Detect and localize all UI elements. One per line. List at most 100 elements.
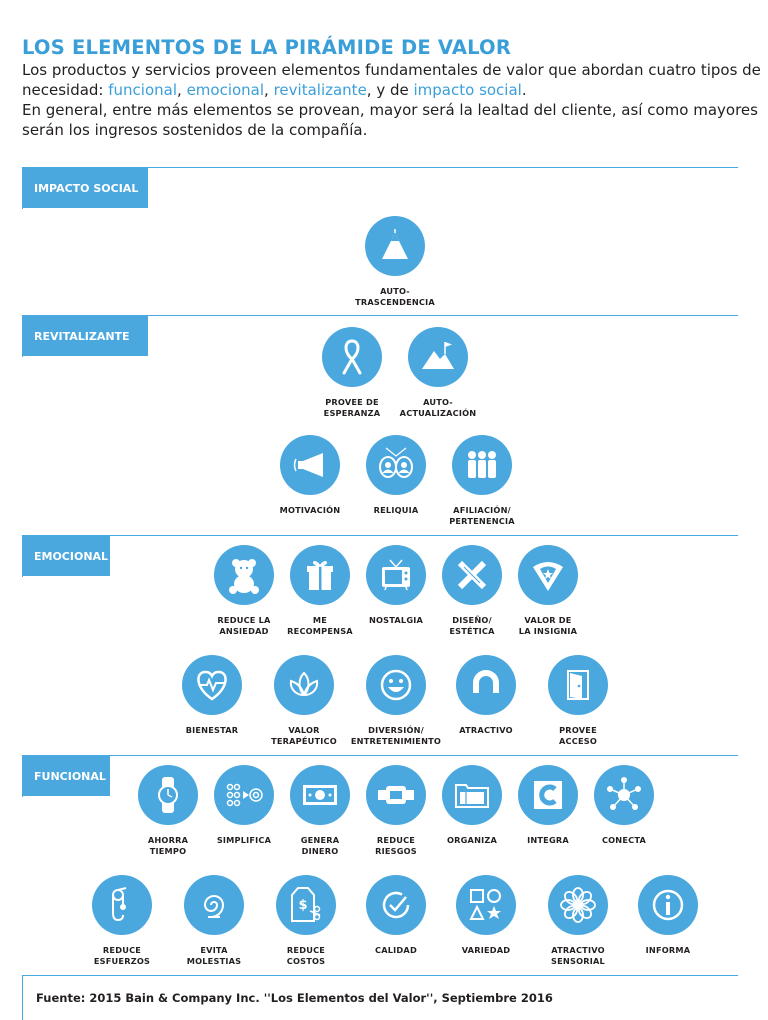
price-tag-scissors-icon: $	[276, 875, 336, 935]
element-provee-acceso: PROVEE ACCESO	[523, 655, 633, 746]
gift-icon	[290, 545, 350, 605]
element-reduce-riesgos: REDUCE RIESGOS	[341, 765, 451, 856]
section-tag-revitalizante: REVITALIZANTE	[22, 316, 148, 356]
network-icon	[594, 765, 654, 825]
element-reliquia: RELIQUIA	[341, 435, 451, 516]
element-valor-terapeutico: VALOR TERAPÉUTICO	[249, 655, 359, 746]
element-label: RELIQUIA	[373, 505, 419, 515]
element-label: ATRACTIVO SENSORIAL	[551, 945, 605, 966]
element-afiliacion: AFILIACIÓN/ PERTENENCIA	[427, 435, 537, 526]
element-auto-trascendencia: AUTO- TRASCENDENCIA	[340, 216, 450, 307]
element-label: REDUCE COSTOS	[286, 945, 326, 966]
element-label: NOSTALGIA	[368, 615, 424, 625]
element-label: DISEÑO/ ESTÉTICA	[449, 615, 495, 636]
heartbeat-icon	[182, 655, 242, 715]
intro-part1: Los productos y servicios proveen elemen…	[22, 61, 761, 99]
simplify-dots-icon	[214, 765, 274, 825]
section-tag-emocional: EMOCIONAL	[22, 536, 110, 576]
shapes-icon	[456, 875, 516, 935]
divider-impacto-social	[22, 167, 738, 168]
need-revitalizante: revitalizante	[273, 81, 367, 99]
section-tag-funcional: FUNCIONAL	[22, 756, 110, 796]
need-funcional: funcional	[108, 81, 178, 99]
element-informa: INFORMA	[613, 875, 723, 956]
lotus-icon	[274, 655, 334, 715]
element-label: REDUCE LA ANSIEDAD	[217, 615, 271, 636]
magnet-icon	[456, 655, 516, 715]
element-organiza: ORGANIZA	[417, 765, 527, 846]
intro-text: Los productos y servicios proveen elemen…	[22, 60, 762, 140]
element-label: VARIEDAD	[461, 945, 511, 955]
element-atractivo-sensorial: ATRACTIVO SENSORIAL	[523, 875, 633, 966]
element-label: MOTIVACIÓN	[279, 505, 341, 515]
element-ahorra-tiempo: AHORRA TIEMPO	[113, 765, 223, 856]
element-motivacion: MOTIVACIÓN	[255, 435, 365, 516]
divider-funcional	[22, 755, 738, 756]
element-label: AHORRA TIEMPO	[147, 835, 189, 856]
folders-icon	[442, 765, 502, 825]
element-bienestar: BIENESTAR	[157, 655, 267, 736]
element-label: ORGANIZA	[446, 835, 498, 845]
element-reduce-costos: $ REDUCE COSTOS	[251, 875, 361, 966]
retro-tv-icon	[366, 545, 426, 605]
element-evita-molestias: EVITA MOLESTIAS	[159, 875, 269, 966]
element-integra: INTEGRA	[493, 765, 603, 846]
smiley-icon	[366, 655, 426, 715]
divider-revitalizante	[22, 315, 738, 316]
element-valor-insignia: VALOR DE LA INSIGNIA	[493, 545, 603, 636]
element-nostalgia: NOSTALGIA	[341, 545, 451, 626]
element-label: DIVERSIÓN/ ENTRETENIMIENTO	[350, 725, 442, 746]
divider-footer	[22, 975, 738, 976]
element-label: VALOR TERAPÉUTICO	[271, 725, 337, 746]
portraits-icon	[366, 435, 426, 495]
intro-part2: En general, entre más elementos se prove…	[22, 101, 758, 139]
element-label: PROVEE ACCESO	[558, 725, 597, 746]
element-auto-actualizacion: AUTO- ACTUALIZACIÓN	[383, 327, 493, 418]
element-label: INFORMA	[645, 945, 691, 955]
info-icon	[638, 875, 698, 935]
section-tag-impacto-social: IMPACTO SOCIAL	[22, 168, 148, 208]
element-label: ME RECOMPENSA	[287, 615, 353, 636]
element-reduce-ansiedad: REDUCE LA ANSIEDAD	[189, 545, 299, 636]
element-variedad: VARIEDAD	[431, 875, 541, 956]
element-diseno-estetica: DISEÑO/ ESTÉTICA	[417, 545, 527, 636]
intro-sep2: ,	[264, 81, 274, 99]
element-simplifica: SIMPLIFICA	[189, 765, 299, 846]
banknote-icon	[290, 765, 350, 825]
need-impacto-social: impacto social	[413, 81, 522, 99]
element-reduce-esfuerzos: REDUCE ESFUERZOS	[67, 875, 177, 966]
element-label: GENERA DINERO	[300, 835, 340, 856]
seatbelt-buckle-icon	[366, 765, 426, 825]
element-me-recompensa: ME RECOMPENSA	[265, 545, 375, 636]
element-calidad: CALIDAD	[341, 875, 451, 956]
teddy-bear-icon	[214, 545, 274, 605]
element-atractivo: ATRACTIVO	[431, 655, 541, 736]
megaphone-icon	[280, 435, 340, 495]
integrate-c-icon	[518, 765, 578, 825]
wristwatch-icon	[138, 765, 198, 825]
door-icon	[548, 655, 608, 715]
element-provee-esperanza: PROVEE DE ESPERANZA	[297, 327, 407, 418]
badge-icon	[518, 545, 578, 605]
source-citation: Fuente: 2015 Bain & Company Inc. ''Los E…	[36, 991, 553, 1005]
element-label: SIMPLIFICA	[216, 835, 272, 845]
element-label: AFILIACIÓN/ PERTENENCIA	[449, 505, 515, 526]
element-label: AUTO- ACTUALIZACIÓN	[399, 397, 477, 418]
intro-end1: .	[521, 81, 527, 99]
element-label: ATRACTIVO	[459, 725, 513, 735]
swirl-icon	[184, 875, 244, 935]
quality-check-icon	[366, 875, 426, 935]
element-label: REDUCE ESFUERZOS	[93, 945, 151, 966]
element-label: REDUCE RIESGOS	[375, 835, 417, 856]
page-title: LOS ELEMENTOS DE LA PIRÁMIDE DE VALOR	[22, 36, 512, 59]
element-label: CONECTA	[601, 835, 647, 845]
divider-footer-side	[22, 975, 23, 1020]
element-conecta: CONECTA	[569, 765, 679, 846]
element-diversion: DIVERSIÓN/ ENTRETENIMIENTO	[341, 655, 451, 746]
intro-sep1: ,	[177, 81, 187, 99]
pyramid-icon	[365, 216, 425, 276]
element-label: AUTO- TRASCENDENCIA	[355, 286, 435, 307]
element-label: CALIDAD	[375, 945, 417, 955]
element-label: PROVEE DE ESPERANZA	[323, 397, 381, 418]
pencil-ruler-icon	[442, 545, 502, 605]
